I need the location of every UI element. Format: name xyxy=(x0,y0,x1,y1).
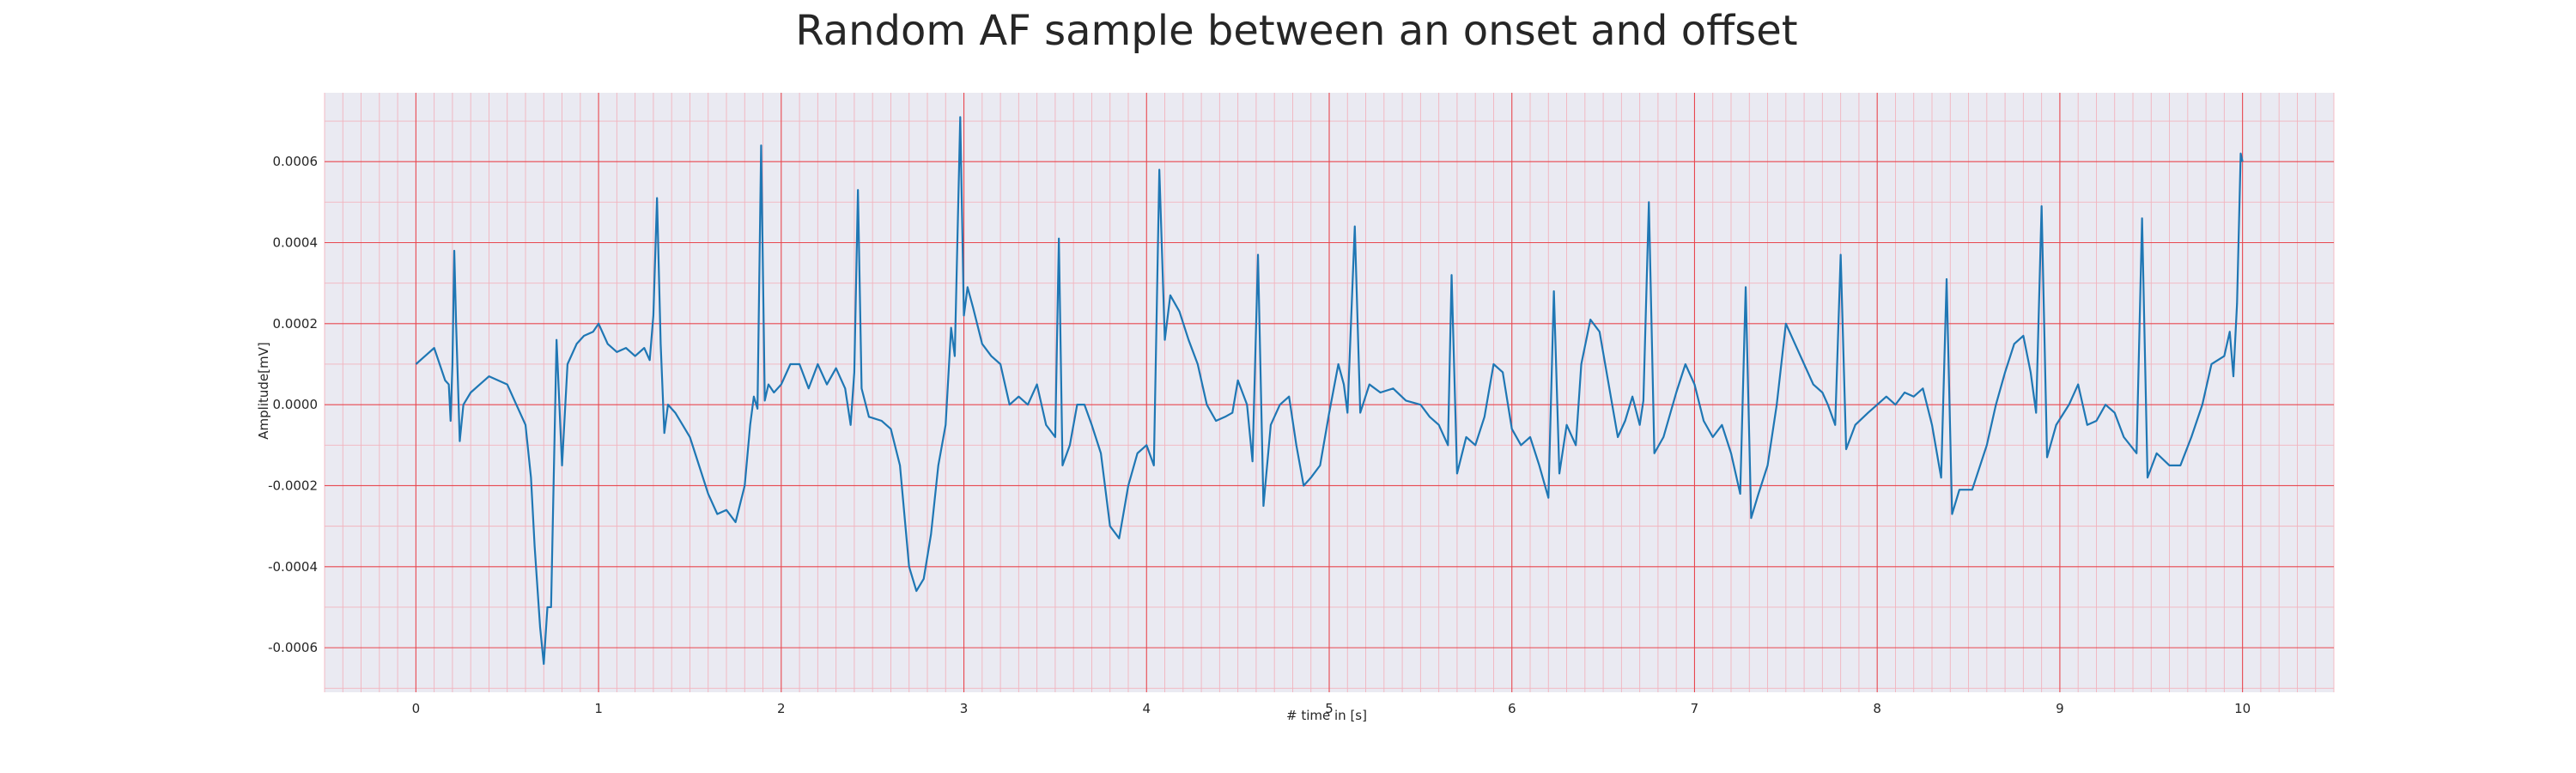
y-tick-label: 0.0004 xyxy=(273,235,319,251)
x-tick-label: 4 xyxy=(1142,701,1151,716)
x-tick-label: 7 xyxy=(1691,701,1699,716)
x-axis-label: # time in [s] xyxy=(1286,708,1367,723)
y-tick-label: -0.0004 xyxy=(268,559,318,575)
minor-grid xyxy=(324,93,2335,692)
x-tick-label: 5 xyxy=(1325,701,1334,716)
x-tick-label: 6 xyxy=(1508,701,1516,716)
y-tick-label: -0.0002 xyxy=(268,478,318,493)
x-tick-label: 9 xyxy=(2056,701,2064,716)
x-tick-label: 10 xyxy=(2234,701,2251,716)
chart-title: Random AF sample between an onset and of… xyxy=(795,7,1797,55)
x-tick-label: 8 xyxy=(1873,701,1881,716)
x-tick-label: 2 xyxy=(777,701,786,716)
x-tick-label: 1 xyxy=(594,701,603,716)
y-tick-label: -0.0006 xyxy=(268,640,318,655)
y-tick-label: 0.0000 xyxy=(273,397,319,412)
y-tick-label: 0.0006 xyxy=(273,154,319,169)
major-grid xyxy=(325,93,2334,692)
x-axis-ticks: 0 1 2 3 4 5 6 7 8 9 10 xyxy=(412,701,2251,716)
y-axis-label: Amplitude[mV] xyxy=(256,342,271,439)
x-tick-label: 3 xyxy=(960,701,969,716)
y-tick-label: 0.0002 xyxy=(273,316,319,332)
series-layer xyxy=(415,116,2244,666)
x-tick-label: 0 xyxy=(412,701,421,716)
series-line xyxy=(415,116,2244,666)
y-axis-ticks: -0.0006 -0.0004 -0.0002 0.0000 0.0002 0.0004 0… xyxy=(268,154,318,655)
